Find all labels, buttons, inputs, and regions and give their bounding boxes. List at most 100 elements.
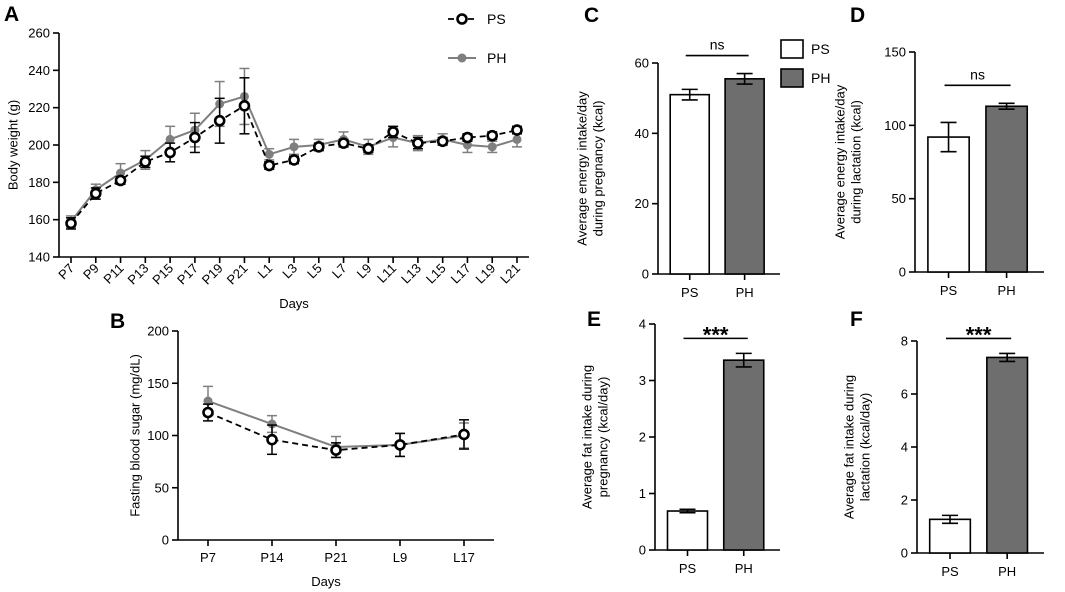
ps-data-point	[394, 439, 406, 451]
legend-ph-label: PH	[487, 50, 506, 66]
x-axis-title: Days	[279, 296, 309, 311]
y-axis-title: Average energy intake/day	[575, 91, 590, 246]
y-tick-label: 6	[901, 387, 908, 402]
ps-data-point	[263, 159, 276, 172]
legend-ps-label: PS	[487, 11, 506, 27]
x-tick-label: P7	[55, 261, 77, 283]
y-tick-label: 220	[28, 100, 50, 115]
y-tick-label: 150	[147, 376, 169, 391]
x-tick-label: P15	[149, 261, 176, 288]
y-tick-label: 0	[901, 546, 908, 561]
x-axis-title: Days	[311, 574, 341, 589]
y-axis-title: Body weight (g)	[6, 100, 21, 190]
y-tick-label: 100	[147, 428, 169, 443]
y-tick-label: 4	[639, 317, 646, 332]
ps-data-point	[458, 428, 470, 441]
ph-bar	[986, 356, 1029, 554]
x-tick-label: P9	[80, 261, 102, 283]
x-tick-label: P14	[260, 550, 283, 565]
legend-ph-marker	[457, 53, 467, 63]
ps-data-point	[266, 433, 278, 446]
ps-data-point	[139, 156, 152, 168]
ps-data-point	[312, 141, 325, 153]
x-tick-label: L13	[398, 261, 424, 287]
y-tick-label: 50	[892, 191, 906, 206]
ps-data-point	[362, 142, 375, 155]
ps-data-point	[436, 135, 449, 148]
panel-letter-c: C	[584, 4, 599, 27]
ps-data-point	[202, 406, 214, 419]
x-tick-label: PH	[735, 561, 753, 576]
y-axis-title: during pregnancy (kcal)	[591, 101, 606, 237]
y-tick-label: 20	[635, 196, 649, 211]
ps-data-point	[288, 154, 300, 166]
x-tick-label: L5	[304, 261, 325, 282]
x-tick-label: PH	[998, 564, 1016, 579]
y-axis-title: Average fat intake during	[580, 365, 595, 509]
ph-data-point	[512, 134, 522, 144]
ps-bar	[666, 510, 709, 551]
ps-data-point	[486, 129, 499, 142]
y-tick-label: 8	[901, 334, 908, 349]
y-axis-title-group: Body weight (g)	[6, 100, 21, 190]
x-tick-label: L17	[453, 550, 475, 565]
x-tick-label: P21	[224, 261, 251, 288]
x-tick-label: L9	[393, 550, 407, 565]
y-tick-label: 200	[147, 324, 169, 339]
x-tick-label: P13	[124, 261, 151, 288]
x-tick-label: L21	[497, 261, 523, 287]
y-tick-label: 3	[639, 373, 646, 388]
ps-data-point	[330, 444, 342, 456]
y-tick-label: 200	[28, 138, 50, 153]
significance-label: ns	[710, 37, 725, 53]
y-axis-title: Average energy intake/day	[833, 84, 848, 239]
panel-letter-e: E	[587, 308, 601, 331]
ps-data-point	[65, 217, 77, 230]
ph-bar	[722, 359, 765, 551]
y-tick-label: 0	[639, 543, 646, 558]
x-tick-label: L7	[329, 261, 350, 282]
ph-data-point	[289, 142, 299, 152]
y-axis-title-group: Average energy intake/day during pregnanc…	[575, 91, 606, 246]
y-tick-label: 260	[28, 26, 50, 41]
ph-data-point	[264, 149, 274, 159]
x-tick-label: L9	[354, 261, 375, 282]
y-axis-title: Average fat intake during	[842, 375, 857, 519]
x-tick-label: L15	[423, 261, 449, 287]
y-axis-title: pregnancy (kcal/day)	[596, 377, 611, 498]
y-tick-label: 60	[635, 56, 649, 71]
ps-bar	[669, 93, 711, 275]
x-tick-label: P7	[200, 550, 216, 565]
x-tick-label: P21	[324, 550, 347, 565]
ps-data-point	[461, 131, 474, 144]
y-axis-title-group: Average energy intake/day during lactatio…	[833, 84, 864, 239]
panel-letter-a: A	[4, 3, 19, 26]
ph-data-point	[165, 134, 175, 144]
legend-ps-swatch	[780, 39, 804, 59]
x-tick-label: PS	[679, 561, 697, 576]
y-axis-title: lactation (kcal/day)	[858, 393, 873, 501]
x-tick-label: L17	[448, 261, 474, 287]
x-tick-label: P17	[174, 261, 201, 288]
y-axis-title-group: Average fat intake during pregnancy (kcal…	[580, 365, 611, 509]
y-axis-title: Fasting blood sugar (mg/dL)	[128, 354, 143, 517]
ps-data-point	[238, 100, 251, 112]
significance-label: ***	[966, 322, 992, 347]
y-axis-title-group: Average fat intake during lactation (kcal…	[842, 375, 873, 519]
x-tick-label: PS	[681, 285, 699, 300]
panel-letter-d: D	[850, 4, 865, 27]
ph-data-point	[487, 142, 497, 152]
y-tick-label: 180	[28, 175, 50, 190]
ps-data-point	[213, 114, 226, 127]
y-tick-label: 50	[155, 480, 169, 495]
y-tick-label: 0	[162, 533, 169, 548]
legend-ps-label: PS	[811, 41, 830, 57]
y-axis-title-group: Fasting blood sugar (mg/dL)	[128, 354, 143, 517]
legend-ph-swatch	[780, 68, 804, 88]
y-tick-label: 2	[901, 493, 908, 508]
ps-data-point	[89, 187, 102, 200]
panel-letter-f: F	[850, 308, 863, 331]
ps-data-point	[337, 137, 350, 149]
y-tick-label: 0	[899, 265, 906, 280]
legend-ps-marker	[456, 13, 468, 25]
